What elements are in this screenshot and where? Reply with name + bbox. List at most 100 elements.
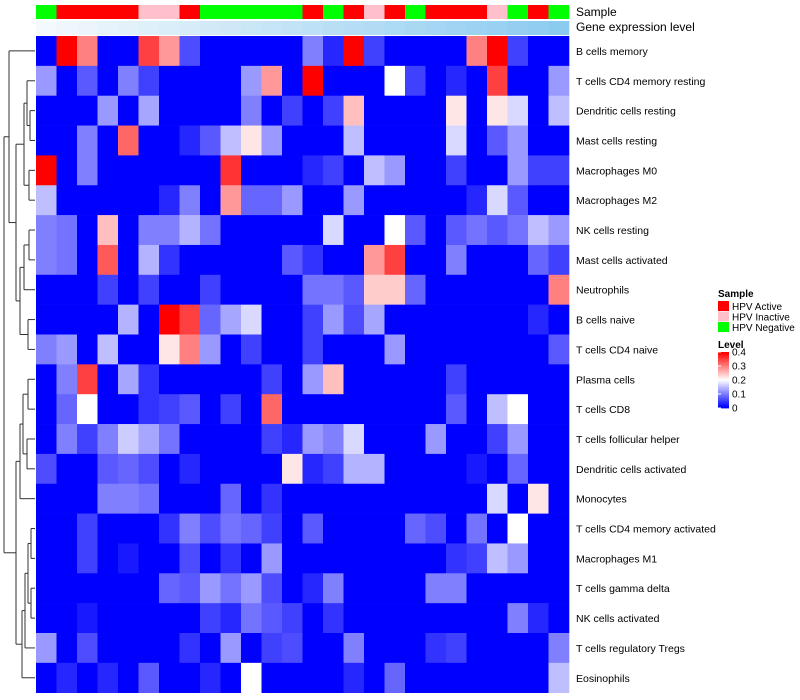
heatmap-cell (446, 125, 467, 156)
heatmap-cell (405, 274, 426, 305)
heatmap-cell (179, 65, 201, 96)
level-legend-bar-segment (718, 363, 729, 365)
heatmap-cell (343, 483, 365, 514)
heatmap-cell (220, 573, 242, 604)
heatmap-cell (200, 662, 221, 693)
heatmap-cell (159, 662, 180, 693)
heatmap-cell (77, 36, 98, 67)
heatmap-cell (425, 394, 447, 425)
heatmap-cell (548, 364, 570, 395)
heatmap-cell (97, 304, 119, 335)
heatmap-cell (36, 633, 57, 664)
heatmap-cell (56, 95, 78, 126)
heatmap-cell (241, 244, 262, 276)
heatmap-cell (159, 633, 180, 664)
heatmap-cell (466, 513, 488, 544)
heatmap-cell (384, 36, 406, 67)
heatmap-cell (241, 274, 262, 305)
heatmap-cell (384, 185, 406, 216)
heatmap-cell (97, 244, 119, 276)
heatmap-cell (77, 483, 98, 514)
heatmap-cell (548, 603, 570, 634)
heatmap-cell (528, 603, 549, 634)
sample-annotation-cell (405, 5, 426, 19)
heatmap-cell (548, 543, 570, 574)
heatmap-cell (487, 304, 508, 335)
heatmap-cell (77, 453, 98, 485)
heatmap-cell (220, 364, 242, 395)
row-label: Neutrophils (576, 285, 629, 297)
heatmap-cell (138, 603, 160, 634)
heatmap-cell (179, 603, 201, 634)
heatmap-cell (36, 543, 57, 574)
heatmap-cell (282, 36, 303, 67)
heatmap-cell (507, 394, 529, 425)
heatmap-cell (343, 244, 365, 276)
heatmap-cell (56, 424, 78, 455)
heatmap-cell (261, 662, 283, 693)
heatmap-cell (466, 36, 488, 67)
heatmap-cell (302, 95, 324, 126)
heatmap-cell (77, 274, 98, 305)
heatmap-cell (343, 603, 365, 634)
heatmap-cell (528, 543, 549, 574)
heatmap-cell (548, 155, 570, 186)
heatmap-cell (384, 603, 406, 634)
heatmap-cell (159, 215, 180, 246)
heatmap-cell (97, 424, 119, 455)
heatmap-cell (487, 36, 508, 67)
heatmap-cell (507, 364, 529, 395)
heatmap-cell (302, 274, 324, 305)
heatmap-cell (302, 573, 324, 604)
heatmap-cell (446, 155, 467, 186)
heatmap-cell (364, 394, 385, 425)
expression-annotation-cell (200, 21, 221, 35)
heatmap-cell (220, 274, 242, 305)
heatmap-cell (261, 65, 283, 96)
heatmap-cell (323, 274, 344, 305)
heatmap-cell (159, 125, 180, 156)
heatmap-cell (261, 543, 283, 574)
heatmap-cell (528, 274, 549, 305)
heatmap-cell (425, 155, 447, 186)
sample-annotation-cell (446, 5, 467, 19)
heatmap-cell (77, 424, 98, 455)
heatmap-cell (179, 304, 201, 335)
heatmap-cell (200, 125, 221, 156)
heatmap-cell (302, 424, 324, 455)
heatmap-cell (241, 633, 262, 664)
heatmap-cell (446, 215, 467, 246)
heatmap-cell (323, 603, 344, 634)
heatmap-cell (528, 155, 549, 186)
heatmap-cell (77, 513, 98, 544)
heatmap-cell (241, 662, 262, 693)
heatmap-cell (200, 633, 221, 664)
heatmap-cell (261, 633, 283, 664)
level-legend-bar-segment (718, 367, 729, 370)
heatmap-cell (343, 662, 365, 693)
heatmap-cell (446, 662, 467, 693)
sample-annotation-label: Sample (576, 5, 617, 19)
level-legend-bar-segment (718, 385, 729, 388)
heatmap-cell (36, 215, 57, 246)
heatmap-cell (179, 36, 201, 67)
expression-annotation-cell (405, 21, 426, 35)
heatmap-cell (282, 244, 303, 276)
level-legend-bar-segment (718, 370, 729, 372)
heatmap-cell (487, 603, 508, 634)
heatmap-cell (282, 95, 303, 126)
heatmap-cell (446, 633, 467, 664)
expression-annotation-cell (282, 21, 303, 35)
heatmap-cell (220, 304, 242, 335)
heatmap-cell (405, 633, 426, 664)
heatmap-cell (241, 185, 262, 216)
level-legend-title: Level (718, 340, 744, 351)
heatmap-cell (405, 573, 426, 604)
heatmap-cell (36, 334, 57, 365)
heatmap-cell (507, 125, 529, 156)
heatmap-cell (77, 65, 98, 96)
heatmap-cell (487, 155, 508, 186)
heatmap-cell (507, 65, 529, 96)
heatmap-cell (282, 215, 303, 246)
